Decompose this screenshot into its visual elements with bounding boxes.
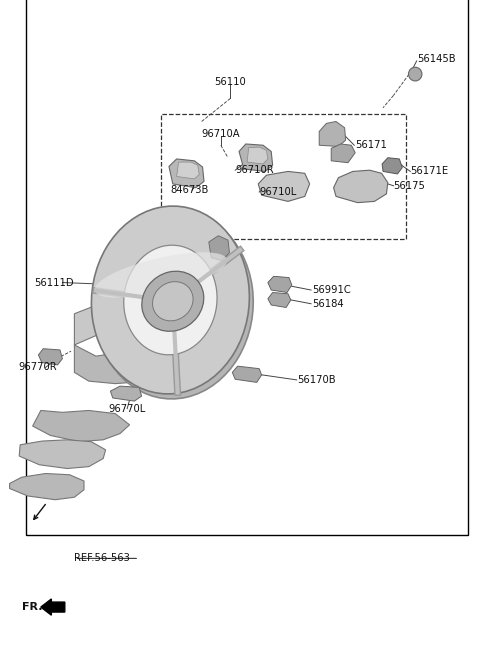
Polygon shape [319, 122, 346, 147]
Polygon shape [177, 162, 199, 179]
Polygon shape [382, 158, 402, 174]
Polygon shape [38, 349, 62, 365]
Text: 96710A: 96710A [202, 129, 240, 139]
Ellipse shape [124, 245, 217, 355]
Text: FR.: FR. [22, 602, 42, 612]
Polygon shape [19, 440, 106, 468]
Polygon shape [33, 411, 130, 442]
Text: 96710R: 96710R [235, 165, 274, 175]
Polygon shape [334, 170, 388, 202]
FancyArrow shape [41, 599, 65, 615]
Text: 56991C: 56991C [312, 285, 351, 295]
Text: 96770L: 96770L [108, 403, 146, 414]
Polygon shape [258, 171, 310, 202]
Ellipse shape [95, 252, 227, 298]
Text: 56111D: 56111D [35, 277, 74, 288]
Text: 56170B: 56170B [298, 375, 336, 385]
Bar [26, 0, 468, 535]
Polygon shape [10, 474, 84, 500]
Ellipse shape [408, 67, 422, 81]
Polygon shape [209, 236, 229, 261]
Ellipse shape [95, 211, 253, 399]
Ellipse shape [142, 271, 204, 331]
Polygon shape [110, 386, 142, 401]
Polygon shape [247, 147, 268, 164]
Polygon shape [232, 366, 262, 382]
Polygon shape [268, 277, 292, 292]
Text: 56171E: 56171E [410, 166, 448, 177]
Text: 56171: 56171 [355, 140, 387, 150]
Text: 96710L: 96710L [259, 187, 297, 197]
Polygon shape [239, 144, 273, 171]
Polygon shape [268, 292, 291, 307]
Text: 56184: 56184 [312, 299, 344, 309]
Text: 56145B: 56145B [418, 54, 456, 64]
Text: REF.56-563: REF.56-563 [74, 553, 130, 564]
Text: 56175: 56175 [394, 181, 425, 191]
Polygon shape [169, 159, 204, 188]
Ellipse shape [153, 282, 193, 321]
Polygon shape [74, 339, 199, 384]
Bar [161, 114, 406, 239]
Text: 96770R: 96770R [18, 363, 57, 373]
Text: 56110: 56110 [215, 77, 246, 87]
Polygon shape [331, 144, 355, 163]
Polygon shape [74, 294, 199, 345]
Polygon shape [199, 315, 207, 365]
Text: 84673B: 84673B [170, 185, 209, 195]
Ellipse shape [91, 206, 250, 394]
